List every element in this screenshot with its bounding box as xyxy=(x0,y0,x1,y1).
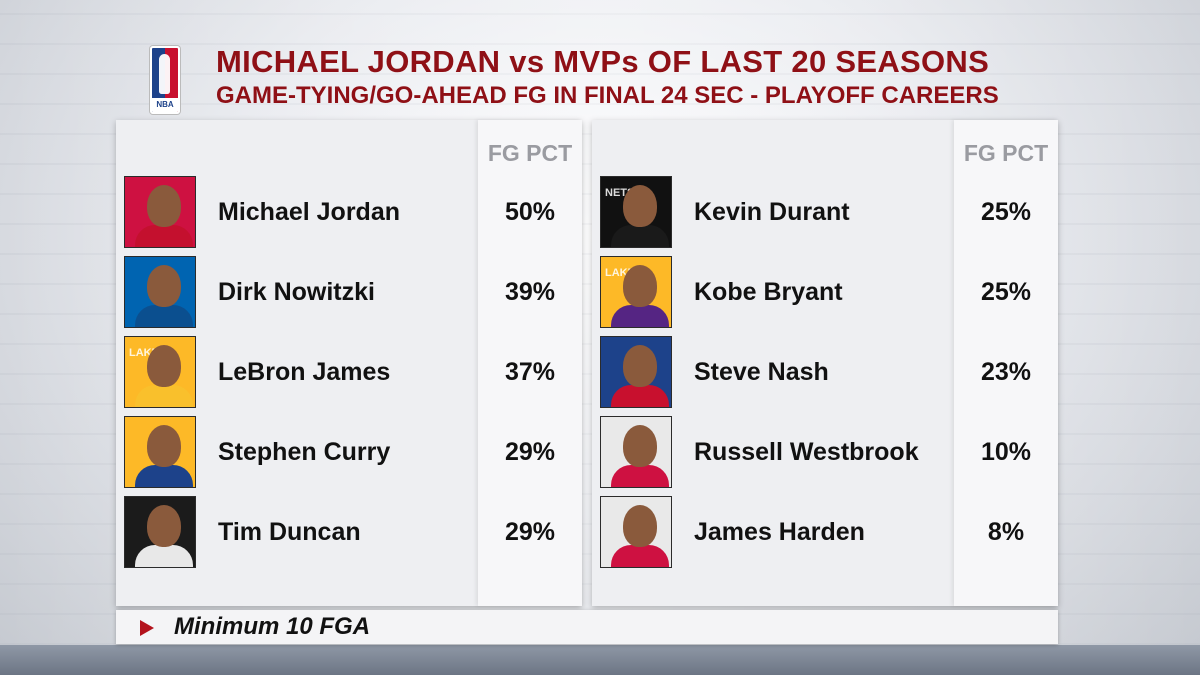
player-photo xyxy=(600,496,672,568)
page-title: MICHAEL JORDAN vs MVPs OF LAST 20 SEASON… xyxy=(216,44,990,79)
fg-pct-value: 29% xyxy=(504,438,556,466)
player-name: Kevin Durant xyxy=(694,198,850,226)
player-photo: NETS xyxy=(600,176,672,248)
player-photo xyxy=(600,336,672,408)
player-row: LAKERS LeBron James 37% xyxy=(116,336,582,412)
footnote-text: Minimum 10 FGA xyxy=(174,613,371,640)
fg-pct-value: 25% xyxy=(980,198,1032,226)
player-name: Stephen Curry xyxy=(218,438,391,466)
player-row: Stephen Curry 29% xyxy=(116,416,582,492)
fg-pct-value: 8% xyxy=(987,518,1025,546)
player-name: LeBron James xyxy=(218,358,391,386)
page-subtitle: GAME-TYING/GO-AHEAD FG IN FINAL 24 SEC -… xyxy=(216,82,999,109)
right-stats-table: FG PCT NETS Kevin Durant 25% LAKERS Kobe Bry… xyxy=(592,120,1058,606)
player-name: Steve Nash xyxy=(694,358,829,386)
player-row: LAKERS Kobe Bryant 25% xyxy=(592,256,1058,332)
player-row: Russell Westbrook 10% xyxy=(592,416,1058,492)
footnote-bar: Minimum 10 FGA xyxy=(116,610,1058,644)
play-triangle-icon xyxy=(140,620,154,636)
fg-pct-value: 25% xyxy=(980,278,1032,306)
column-header-fg-pct: FG PCT xyxy=(963,140,1049,166)
player-photo xyxy=(600,416,672,488)
player-name: Tim Duncan xyxy=(218,518,361,546)
fg-pct-value: 50% xyxy=(504,198,556,226)
player-name: James Harden xyxy=(694,518,865,546)
studio-floor xyxy=(0,645,1200,675)
fg-pct-column: FG PCT xyxy=(954,120,1058,606)
player-row: NETS Kevin Durant 25% xyxy=(592,176,1058,252)
fg-pct-column: FG PCT xyxy=(478,120,582,606)
player-row: Tim Duncan 29% xyxy=(116,496,582,572)
player-name: Russell Westbrook xyxy=(694,438,919,466)
player-photo xyxy=(124,416,196,488)
fg-pct-value: 39% xyxy=(504,278,556,306)
player-row: Steve Nash 23% xyxy=(592,336,1058,412)
player-photo xyxy=(124,176,196,248)
player-row: Michael Jordan 50% xyxy=(116,176,582,252)
fg-pct-value: 10% xyxy=(980,438,1032,466)
nba-logo-icon: NBA xyxy=(150,46,180,114)
player-name: Michael Jordan xyxy=(218,198,400,226)
player-name: Dirk Nowitzki xyxy=(218,278,375,306)
fg-pct-value: 29% xyxy=(504,518,556,546)
player-photo: LAKERS xyxy=(124,336,196,408)
player-photo xyxy=(124,256,196,328)
player-row: Dirk Nowitzki 39% xyxy=(116,256,582,332)
player-name: Kobe Bryant xyxy=(694,278,843,306)
left-stats-table: FG PCT Michael Jordan 50% Dirk Nowitzki 39%… xyxy=(116,120,582,606)
player-row: James Harden 8% xyxy=(592,496,1058,572)
column-header-fg-pct: FG PCT xyxy=(487,140,573,166)
player-photo: LAKERS xyxy=(600,256,672,328)
fg-pct-value: 23% xyxy=(980,358,1032,386)
player-photo xyxy=(124,496,196,568)
fg-pct-value: 37% xyxy=(504,358,556,386)
